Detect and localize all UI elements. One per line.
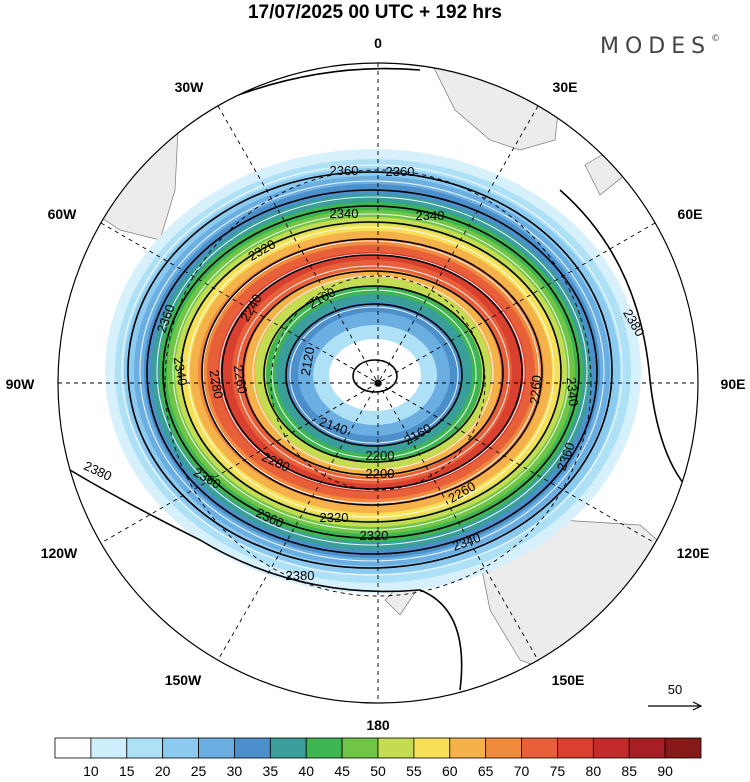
colorbar-tick-label: 75	[550, 763, 566, 779]
vector-reference-arrow	[648, 701, 703, 711]
lon-label-60w: 60W	[48, 206, 78, 222]
lon-label-90e: 90E	[721, 376, 746, 392]
wind-streamlines	[121, 164, 623, 576]
lon-label-30e: 30E	[553, 79, 578, 95]
brand-logo: MODES©	[600, 34, 720, 59]
lon-label-150e: 150E	[552, 672, 585, 688]
colorbar-swatch	[664, 737, 702, 759]
map-border	[57, 62, 699, 704]
contour-label: 2320	[320, 510, 349, 525]
lon-label-90w: 90W	[6, 376, 36, 392]
colorbar-tick-label: 60	[442, 763, 458, 779]
land-africa	[429, 63, 561, 151]
colorbar-tick-label: 15	[119, 763, 135, 779]
contour-label: 2340	[564, 377, 581, 407]
lon-label-150w: 150W	[165, 672, 202, 688]
brand-mark: ©	[711, 34, 721, 44]
colorbar-swatch	[557, 737, 594, 759]
colorbar-tick-label: 85	[621, 763, 637, 779]
colorbar-tick-label: 25	[191, 763, 207, 779]
land-south-america	[89, 129, 179, 241]
colorbar-swatch	[413, 737, 451, 759]
colorbar: 10 15 20 25 30 35 40 45 50 55 60 65 70 75 80 85 90	[54, 737, 702, 779]
colorbar-tick-label: 90	[657, 763, 673, 779]
colorbar-tick-label: 70	[514, 763, 530, 779]
lon-label-120w: 120W	[41, 545, 78, 561]
colorbar-tick-label: 40	[298, 763, 314, 779]
colorbar-tick-label: 50	[370, 763, 386, 779]
colorbar-swatch	[234, 737, 271, 759]
south-pole-marker	[374, 379, 382, 387]
vector-reference-label: 50	[668, 682, 682, 697]
colorbar-tick-label: 80	[586, 763, 602, 779]
colorbar-swatch	[198, 737, 235, 759]
lon-label-60e: 60E	[678, 206, 703, 222]
contour-label: 2360	[330, 163, 359, 178]
colorbar-swatch	[592, 737, 630, 759]
contour-label: 2260	[231, 364, 251, 395]
contour-label: 2260	[527, 375, 544, 405]
contour-label: 2200	[366, 448, 395, 463]
colorbar-tick-label: 55	[406, 763, 422, 779]
colorbar-tick-label: 65	[478, 763, 494, 779]
colorbar-swatch	[377, 737, 415, 759]
contour-label: 2340	[330, 206, 359, 221]
colorbar-swatch	[90, 737, 128, 759]
contour-label: 2200	[366, 466, 395, 481]
colorbar-swatch	[628, 737, 666, 759]
contour-label: 2280	[207, 369, 227, 400]
contour-label: 2340	[171, 356, 191, 387]
wind-speed-shading	[105, 149, 641, 593]
brand-text: MODES	[600, 34, 712, 59]
contour-label: 2360	[386, 164, 415, 179]
map-title: 17/07/2025 00 UTC + 192 hrs	[247, 2, 503, 23]
lon-label-180: 180	[366, 717, 390, 733]
colorbar-swatch	[485, 737, 522, 759]
colorbar-swatch	[521, 737, 558, 759]
contour-label: 2320	[360, 528, 389, 543]
colorbar-tick-label: 45	[334, 763, 350, 779]
colorbar-tick-label: 20	[155, 763, 171, 779]
colorbar-tick-label: 35	[263, 763, 279, 779]
colorbar-swatch	[305, 737, 343, 759]
colorbar-swatch	[162, 737, 199, 759]
lon-label-0: 0	[374, 35, 382, 51]
colorbar-swatch	[341, 737, 379, 759]
colorbar-tick-label: 30	[227, 763, 243, 779]
contour-label: 2120	[298, 346, 318, 377]
colorbar-tick-label: 10	[83, 763, 99, 779]
colorbar-swatch	[54, 737, 92, 759]
colorbar-swatch	[126, 737, 164, 759]
lon-label-120e: 120E	[677, 545, 710, 561]
lon-label-30w: 30W	[175, 79, 205, 95]
contour-label: 2340	[416, 208, 445, 223]
colorbar-swatch	[449, 737, 487, 759]
colorbar-swatch	[269, 737, 307, 759]
contour-label: 2380	[286, 568, 315, 583]
